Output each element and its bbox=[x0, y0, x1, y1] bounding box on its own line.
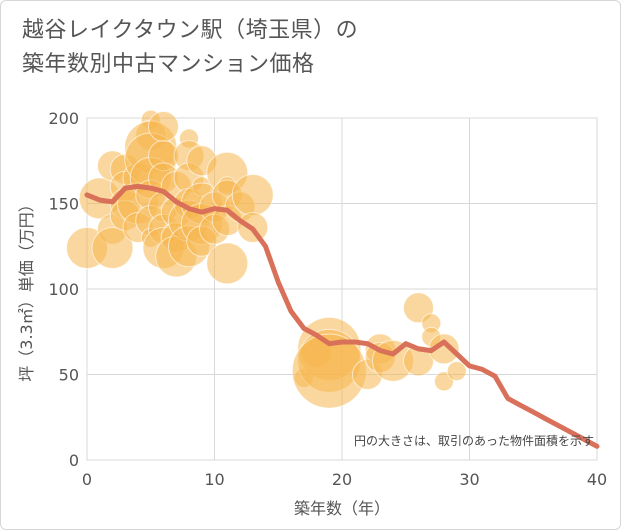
chart-title: 越谷レイクタウン駅（埼玉県）の 築年数別中古マンション価格 bbox=[22, 14, 358, 82]
bubble-point bbox=[231, 173, 274, 216]
title-line-1: 越谷レイクタウン駅（埼玉県）の bbox=[22, 18, 359, 43]
trend-line bbox=[84, 183, 600, 449]
x-tick-label: 0 bbox=[82, 470, 92, 489]
x-tick-label: 20 bbox=[332, 470, 352, 489]
x-tick-label: 30 bbox=[459, 470, 479, 489]
size-note: 円の大きさは、取引のあった物件面積を示す bbox=[354, 433, 594, 448]
x-axis-label: 築年数（年） bbox=[294, 499, 390, 518]
y-axis-label: 坪（3.3㎡）単価（万円） bbox=[17, 196, 36, 381]
bubble-point bbox=[403, 345, 434, 377]
bubble-layer bbox=[66, 109, 467, 409]
y-tick-label: 150 bbox=[48, 195, 79, 214]
y-tick-label: 50 bbox=[59, 366, 79, 385]
y-tick-label: 100 bbox=[48, 280, 79, 299]
y-tick-label: 200 bbox=[48, 109, 79, 128]
y-tick-label: 0 bbox=[69, 451, 79, 470]
title-line-2: 築年数別中古マンション価格 bbox=[22, 52, 315, 77]
bubble-point bbox=[206, 242, 249, 285]
tick-labels: 0 50 100 150 200 0 10 20 30 40 bbox=[48, 109, 607, 489]
bubble-point bbox=[148, 111, 179, 143]
bubble-point bbox=[91, 226, 134, 269]
x-tick-label: 40 bbox=[587, 470, 607, 489]
x-tick-label: 10 bbox=[204, 470, 224, 489]
bubble-point bbox=[446, 361, 467, 382]
